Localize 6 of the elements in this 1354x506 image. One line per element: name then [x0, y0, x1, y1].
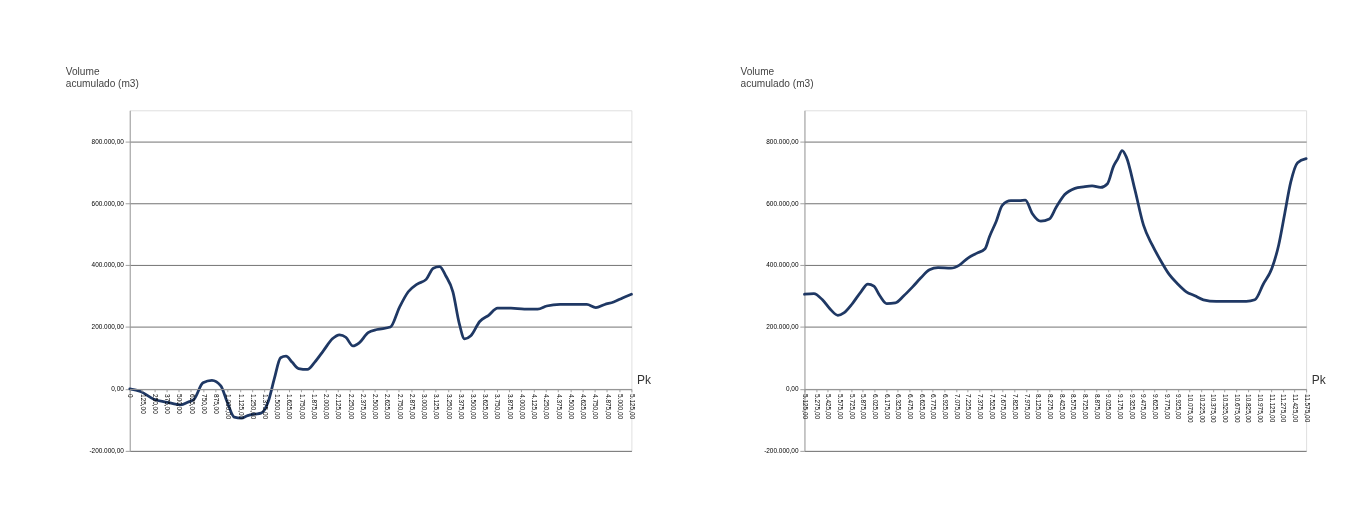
x-axis-title: Pk	[636, 373, 651, 388]
y-axis-title: Volume acumulado (m3)	[740, 65, 814, 89]
x-axis-title: Pk	[1311, 373, 1326, 388]
line-series	[803, 149, 1308, 317]
y-axis-title: Volume acumulado (m3)	[65, 65, 139, 89]
line-series	[128, 265, 633, 420]
